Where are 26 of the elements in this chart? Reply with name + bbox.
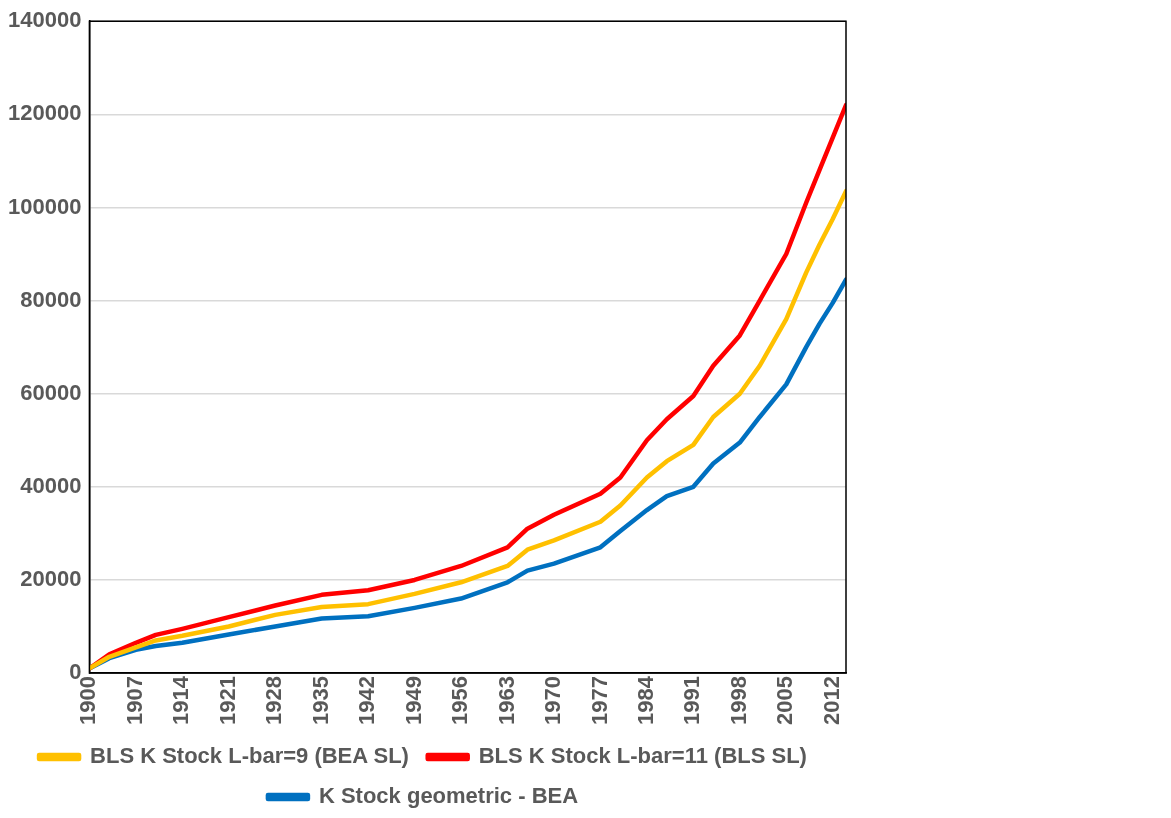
x-tick-label: 1977 bbox=[586, 676, 612, 726]
y-tick-label: 140000 bbox=[7, 7, 82, 33]
x-tick-label: 2012 bbox=[818, 676, 844, 726]
y-tick-label: 40000 bbox=[20, 472, 82, 498]
legend-label: BLS K Stock L-bar=9 (BEA SL) bbox=[90, 743, 409, 769]
x-tick-label: 1914 bbox=[168, 675, 194, 726]
y-tick-label: 80000 bbox=[20, 286, 82, 312]
x-tick-label: 1991 bbox=[679, 676, 705, 726]
x-tick-label: 1984 bbox=[632, 675, 658, 726]
y-tick-label: 120000 bbox=[7, 100, 82, 126]
x-tick-label: 1963 bbox=[493, 676, 519, 726]
x-tick-label: 1935 bbox=[307, 676, 333, 726]
y-tick-label: 60000 bbox=[20, 379, 82, 405]
x-tick-label: 1949 bbox=[400, 676, 426, 726]
y-tick-label: 100000 bbox=[7, 193, 82, 219]
legend-label: BLS K Stock L-bar=11 (BLS SL) bbox=[478, 743, 807, 769]
x-tick-label: 1907 bbox=[121, 676, 147, 726]
x-tick-label: 2005 bbox=[772, 676, 798, 726]
x-tick-label: 1928 bbox=[261, 676, 287, 726]
x-tick-label: 1970 bbox=[540, 676, 566, 726]
x-tick-label: 1942 bbox=[354, 676, 380, 726]
x-tick-label: 1956 bbox=[447, 676, 473, 726]
y-tick-label: 20000 bbox=[20, 566, 82, 591]
x-tick-label: 1921 bbox=[214, 676, 240, 726]
legend-label: K Stock geometric - BEA bbox=[318, 783, 579, 809]
x-tick-label: 1998 bbox=[725, 676, 751, 726]
